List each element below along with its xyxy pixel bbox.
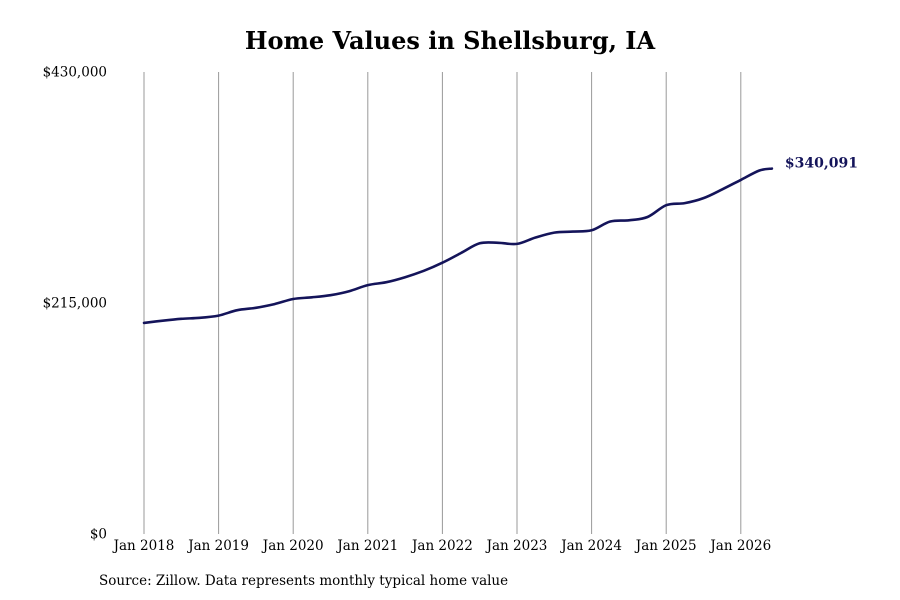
y-tick-label: $430,000 <box>43 65 107 81</box>
x-tick-label: Jan 2018 <box>112 538 175 554</box>
y-tick-label: $215,000 <box>43 296 107 312</box>
x-tick-label: Jan 2025 <box>634 538 697 554</box>
chart-title: Home Values in Shellsburg, IA <box>244 26 656 55</box>
x-tick-label: Jan 2024 <box>559 538 622 554</box>
y-tick-label: $0 <box>90 527 107 543</box>
source-note: Source: Zillow. Data represents monthly … <box>99 573 509 589</box>
x-tick-label: Jan 2021 <box>335 538 398 554</box>
series-line <box>142 167 774 325</box>
x-tick-label: Jan 2023 <box>485 538 548 554</box>
series-end-label: $340,091 <box>785 156 858 172</box>
x-tick-label: Jan 2020 <box>261 538 324 554</box>
x-tick-label: Jan 2026 <box>708 538 771 554</box>
x-tick-label: Jan 2019 <box>186 538 249 554</box>
x-tick-label: Jan 2022 <box>410 538 473 554</box>
